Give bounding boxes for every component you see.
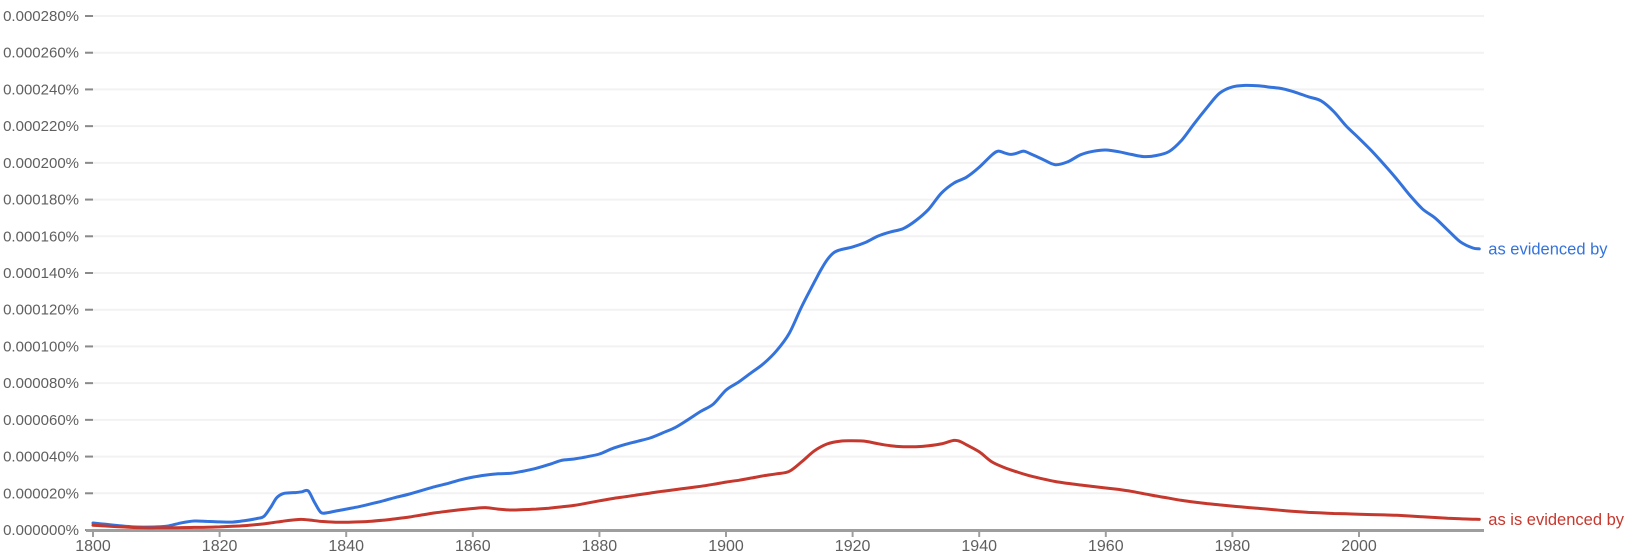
x-axis-label: 1840 (328, 538, 364, 555)
x-axis-label: 1800 (75, 538, 111, 555)
y-axis-label: 0.000240% (3, 81, 79, 98)
y-axis-label: 0.000140% (3, 265, 79, 282)
x-axis-label: 1980 (1215, 538, 1251, 555)
series-label-as-is-evidenced-by[interactable]: as is evidenced by (1488, 511, 1624, 529)
x-axis-label: 1920 (835, 538, 871, 555)
x-axis-label: 2000 (1341, 538, 1377, 555)
gridlines-group (86, 15, 1484, 495)
y-axis-label: 0.000080% (3, 375, 79, 392)
x-axis-label: 1820 (202, 538, 238, 555)
y-axis-label: 0.000160% (3, 228, 79, 245)
series-line-as-is-evidenced-by[interactable] (91, 438, 1481, 530)
y-axis-label: 0.000200% (3, 155, 79, 172)
y-axis-label: 0.000260% (3, 45, 79, 62)
x-axis-label: 1880 (582, 538, 618, 555)
y-axis-label: 0.000020% (3, 485, 79, 502)
y-axis-label: 0.000220% (3, 118, 79, 135)
series-lines-group (91, 83, 1481, 530)
y-axis-label: 0.000060% (3, 412, 79, 429)
x-axis-label: 1860 (455, 538, 491, 555)
x-axis-label: 1960 (1088, 538, 1124, 555)
x-axis-group: 1800 1820 1840 1860 1880 1900 1920 1940 1960 1980… (75, 529, 1484, 555)
series-label-as-evidenced-by[interactable]: as evidenced by (1488, 240, 1608, 258)
y-axis-label: 0.000040% (3, 449, 79, 466)
x-axis-label: 1900 (708, 538, 744, 555)
y-axis-label: 0.000120% (3, 302, 79, 319)
y-axis-label: 0.000000% (3, 522, 79, 539)
y-axis-label: 0.000280% (3, 8, 79, 25)
y-axis-label: 0.000180% (3, 192, 79, 209)
y-axis-group: 0.000000% 0.000020% 0.000040% 0.000060% 0.00… (3, 8, 93, 539)
y-axis-label: 0.000100% (3, 338, 79, 355)
series-line-as-evidenced-by[interactable] (91, 83, 1481, 529)
x-axis-label: 1940 (961, 538, 997, 555)
